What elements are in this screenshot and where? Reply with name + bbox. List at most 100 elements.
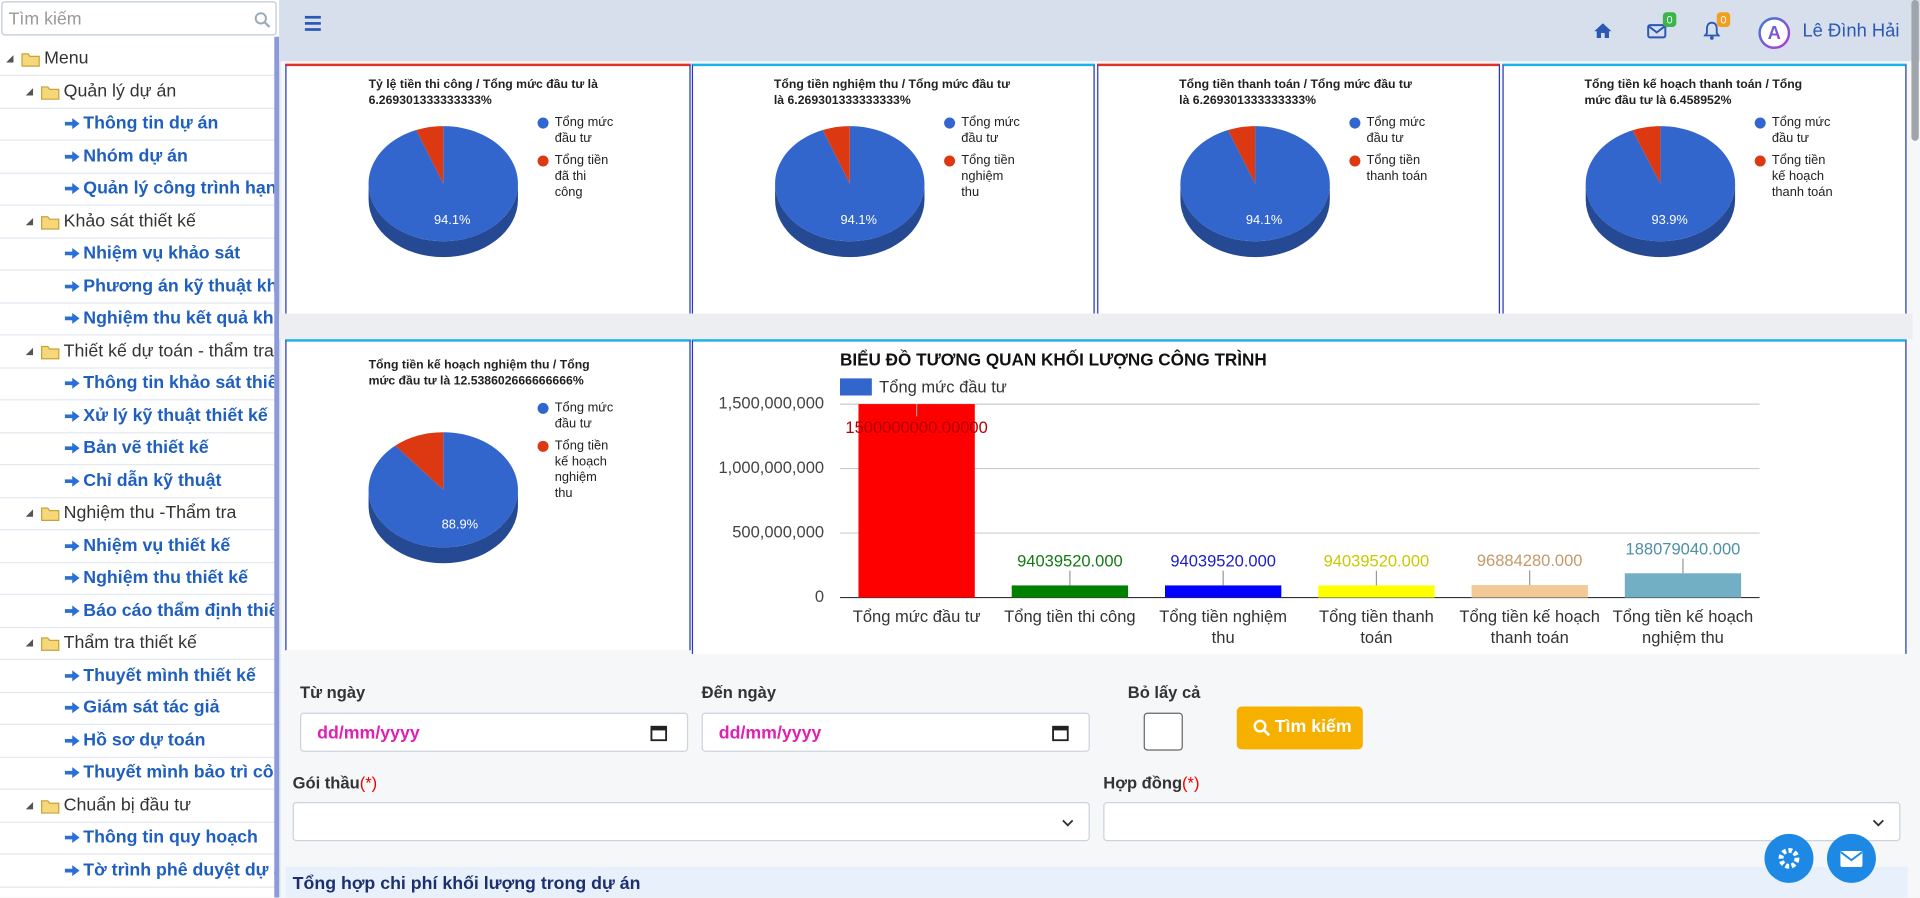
- menu-item[interactable]: Giám sát tác giả: [0, 692, 275, 725]
- expand-toggle[interactable]: [24, 638, 34, 648]
- arrow-shape: [64, 280, 80, 292]
- bell-icon[interactable]: [1703, 21, 1721, 41]
- chart-card: Tổng tiền kế hoạch nghiệm thu / Tổng mức…: [285, 339, 691, 651]
- pie-chart: 88.9%: [368, 432, 518, 564]
- search-button[interactable]: Tìm kiếm: [1236, 706, 1363, 750]
- menu-item[interactable]: Bản vẽ thiết kế: [0, 432, 275, 466]
- pie-title: Tỷ lệ tiền thi công / Tổng mức đầu tư là…: [368, 78, 598, 108]
- menu-root[interactable]: Menu: [0, 43, 275, 76]
- link-arrow: [64, 118, 80, 130]
- legend-entry[interactable]: Tổng tiền thanh toán: [1349, 153, 1427, 186]
- arrow-shape: [64, 604, 80, 616]
- home-icon[interactable]: [1593, 22, 1613, 39]
- menu-item[interactable]: Thông tin khảo sát thiế: [0, 367, 275, 401]
- message-button[interactable]: [1826, 833, 1876, 883]
- expand-toggle[interactable]: [24, 86, 34, 96]
- folder-shape: [41, 345, 60, 359]
- pie-slice: [1180, 126, 1330, 242]
- folder-shape: [21, 53, 40, 67]
- from-date-input[interactable]: dd/mm/yyyy: [300, 712, 689, 752]
- pie-slice-side: [368, 489, 518, 564]
- expand-toggle[interactable]: [24, 346, 34, 356]
- page-scrollbar[interactable]: [1911, 0, 1919, 141]
- arrow-shape: [64, 540, 80, 552]
- menu-item[interactable]: Báo cáo thẩm định thiế: [0, 594, 275, 628]
- search-placeholder: Tìm kiếm: [8, 9, 82, 30]
- menu-item[interactable]: Xử lý kỹ thuật thiết kế: [0, 400, 275, 433]
- menu-group[interactable]: Chuẩn bị đầu tư: [0, 789, 275, 823]
- menu-group[interactable]: Nghiệm thu -Thẩm tra: [0, 497, 275, 531]
- menu-item[interactable]: Thuyết mình thiết kế: [0, 659, 275, 693]
- menu-item[interactable]: Quản lý công trình hạn: [0, 173, 275, 206]
- legend-label: Tổng mức đầu tư: [554, 400, 614, 432]
- avatar[interactable]: A: [1757, 16, 1791, 50]
- legend-dot: [537, 402, 549, 414]
- menu-item[interactable]: Thông tin dự án: [0, 108, 275, 141]
- sidebar-scrollbar[interactable]: [274, 36, 280, 898]
- pie-chart: 94.1%: [368, 126, 518, 258]
- menu-item[interactable]: Tờ trình phê duyệt dự á: [0, 854, 275, 888]
- legend-entry[interactable]: Tổng tiền kế hoạch nghiệm thu: [537, 438, 616, 503]
- calendar-icon[interactable]: [650, 724, 668, 742]
- legend-entry[interactable]: Tổng mức đầu tư: [1349, 115, 1427, 148]
- menu-toggle[interactable]: [304, 15, 324, 32]
- expand-toggle[interactable]: [24, 508, 34, 518]
- from-date-label: Từ ngày: [300, 683, 366, 702]
- mail-icon[interactable]: [1647, 23, 1667, 39]
- menu-group[interactable]: Thẩm tra thiết kế: [0, 627, 275, 660]
- menu-item[interactable]: Nhiệm vụ khảo sát: [0, 238, 275, 271]
- pie-slice: [775, 126, 925, 242]
- pie-value-label: 94.1%: [1246, 212, 1282, 227]
- menu-item[interactable]: Chỉ dẫn kỹ thuật: [0, 465, 275, 498]
- calendar-icon[interactable]: [1052, 724, 1069, 742]
- menu-item[interactable]: Nghiệm thu kết quả kh: [0, 302, 275, 336]
- pie-chart: 94.1%: [1180, 126, 1330, 258]
- legend-entry[interactable]: Tổng mức đầu tư: [1754, 115, 1833, 148]
- menu-item[interactable]: Nghiệm thu thiết kế: [0, 562, 275, 596]
- legend-entry[interactable]: Tổng tiền đã thi công: [537, 152, 616, 202]
- menu-item[interactable]: Thông tin quy hoạch: [0, 822, 275, 855]
- menu-group[interactable]: Quản lý dự án: [0, 75, 275, 109]
- menu-item[interactable]: Phương án kỹ thuật kh: [0, 270, 275, 304]
- legend-label: Tổng tiền đã thi công: [554, 152, 609, 200]
- settings-button[interactable]: [1764, 833, 1814, 883]
- legend-label: Tổng tiền kế hoạch thanh toán: [1771, 152, 1833, 200]
- legend-label: Tổng mức đầu tư: [1771, 115, 1831, 147]
- menu-item[interactable]: Nhóm dự án: [0, 140, 275, 174]
- legend-entry[interactable]: Tổng mức đầu tư: [537, 115, 616, 148]
- expand-toggle[interactable]: [24, 800, 34, 810]
- legend-entry[interactable]: Tổng tiền kế hoạch thanh toán: [1754, 152, 1833, 202]
- legend-label: Tổng mức đầu tư: [554, 115, 614, 147]
- pie-chart: 94.1%: [775, 126, 925, 258]
- menu-tree: Menu Quản lý dự án Thông tin dự án Nhóm dự …: [0, 0, 275, 898]
- chart-title: BIỂU ĐỒ TƯƠNG QUAN KHỐI LƯỢNG CÔNG TRÌNH: [840, 350, 1267, 370]
- legend-entry[interactable]: Tổng mức đầu tư: [537, 400, 616, 433]
- menu-group[interactable]: Khảo sát thiết kế: [0, 205, 275, 239]
- legend-entry[interactable]: Tổng tiền nghiệm thu: [944, 153, 1022, 202]
- search-box[interactable]: Tìm kiếm: [1, 1, 277, 36]
- expand-toggle[interactable]: [24, 216, 34, 226]
- package-select[interactable]: [292, 802, 1090, 842]
- legend: Tổng mức đầu tư Tổng tiền thanh toán: [1349, 115, 1427, 185]
- menu-item[interactable]: Hồ sơ dự toán: [0, 724, 275, 758]
- expand-toggle[interactable]: [5, 54, 15, 64]
- menu-item[interactable]: Nhiệm vụ thiết kế: [0, 530, 275, 563]
- legend-label: Tổng mức đầu tư: [961, 115, 1020, 147]
- menu-group[interactable]: Thiết kế dự toán - thẩm tra: [0, 335, 275, 368]
- bar: [1471, 585, 1588, 598]
- to-date-input[interactable]: dd/mm/yyyy: [701, 712, 1090, 752]
- arrow-shape: [64, 312, 80, 324]
- pie-title: Tổng tiền thanh toán / Tổng mức đầu tư l…: [1179, 78, 1412, 108]
- legend-dot: [537, 155, 549, 167]
- bar-value-label: 94039520.000: [1324, 552, 1430, 571]
- to-date-label: Đến ngày: [701, 683, 777, 702]
- pie-title: Tổng tiền kế hoạch nghiệm thu / Tổng mức…: [368, 358, 590, 389]
- y-tick-label: 1,500,000,000: [718, 393, 824, 412]
- user-name[interactable]: Lê Đình Hải: [1802, 20, 1900, 42]
- checkbox[interactable]: [1143, 712, 1183, 751]
- menu-item[interactable]: Thuyết mình bảo trì cô: [0, 757, 275, 790]
- legend-label: Tổng tiền thanh toán: [1366, 152, 1428, 184]
- legend-label: Tổng mức đầu tư: [879, 378, 1007, 397]
- x-tick-label: Tổng tiền kế hoạch nghiệm thu: [1612, 607, 1754, 647]
- legend-entry[interactable]: Tổng mức đầu tư: [944, 115, 1022, 148]
